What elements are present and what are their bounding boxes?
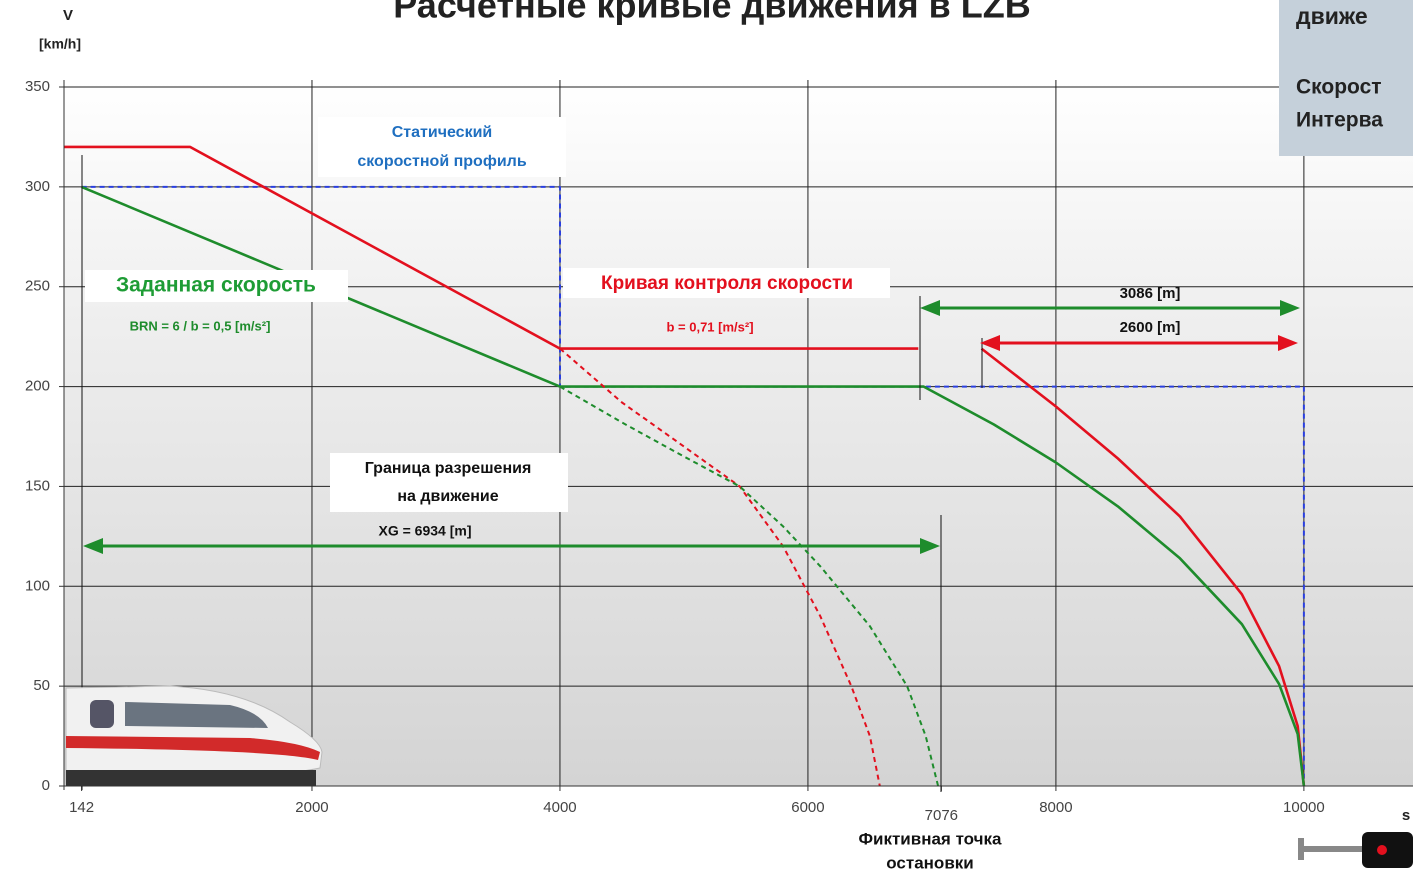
panel-text: Интерва (1296, 109, 1383, 132)
panel-text: Скорост (1296, 76, 1382, 99)
page: Статический скоростной профиль Заданная ск… (0, 0, 1413, 875)
annotation: Фиктивная точка (859, 829, 1003, 848)
x-tick-label: 7076 (925, 807, 958, 824)
y-tick-label: 300 (25, 178, 50, 195)
chart-title: Расчетные кривые движения в LZB (393, 0, 1030, 26)
annotation: Статический (392, 124, 493, 141)
y-tick-label: 250 (25, 278, 50, 295)
annotation: BRN = 6 / b = 0,5 [m/s²] (130, 318, 271, 333)
annotation: Граница разрешения (365, 460, 532, 477)
annotation: Заданная скорость (116, 274, 316, 297)
y-tick-label: 100 (25, 577, 50, 594)
annotation: XG = 6934 [m] (379, 523, 472, 539)
annotation: 2600 [m] (1120, 319, 1181, 336)
x-tick-label: 2000 (295, 799, 328, 816)
x-tick-label: 6000 (791, 799, 824, 816)
annotation: на движение (397, 488, 498, 505)
y-tick-label: 350 (25, 78, 50, 95)
x-tick-label: 4000 (543, 799, 576, 816)
annotation: b = 0,71 [m/s²] (666, 319, 753, 334)
x-tick-label: 10000 (1283, 799, 1325, 816)
x-axis-label: s (1402, 807, 1410, 824)
panel-text: движе (1296, 3, 1368, 29)
y-axis-label: [km/h] (39, 36, 81, 52)
signal-icon (1298, 832, 1413, 868)
y-tick-label: 200 (25, 378, 50, 395)
x-tick-label: 8000 (1039, 799, 1072, 816)
annotation: остановки (886, 853, 973, 872)
y-tick-label: 0 (42, 777, 50, 794)
y-tick-label: 150 (25, 477, 50, 494)
annotation: Кривая контроля скорости (601, 273, 853, 294)
chart: Статический скоростной профиль Заданная ск… (0, 0, 1413, 875)
y-tick-label: 50 (33, 677, 50, 694)
y-axis-label: V (63, 7, 73, 24)
annotation: скоростной профиль (357, 153, 526, 170)
annotation: 3086 [m] (1120, 285, 1181, 302)
x-tick-label: 142 (69, 799, 94, 816)
